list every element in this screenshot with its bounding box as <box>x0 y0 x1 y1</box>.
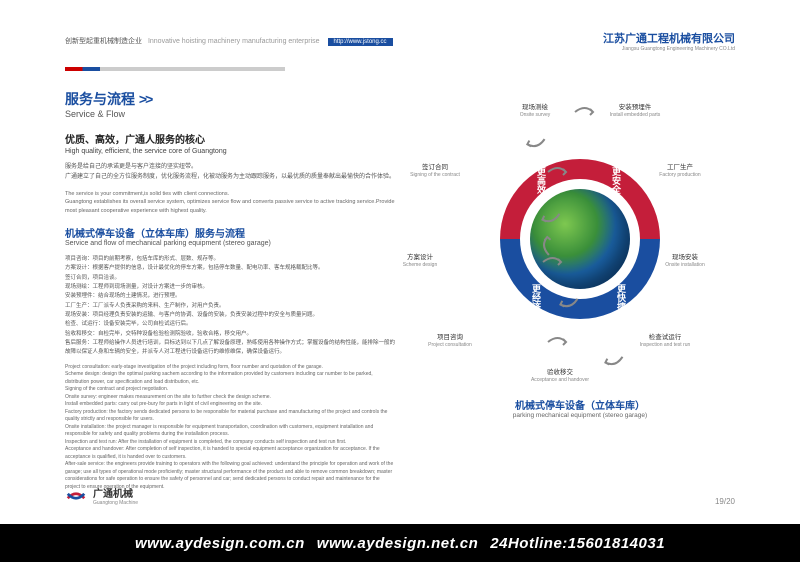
logo-icon <box>65 488 87 504</box>
subtitle-en: High quality, efficient, the service cor… <box>65 148 395 155</box>
flow-arrow-icon <box>520 127 550 157</box>
page-number: 19/20 <box>715 497 735 506</box>
diagram-node: 检查试运行Inspection and test run <box>625 334 705 349</box>
body-cn: 服务是给自己的承诺更是与客户连接的坚实纽带。 广通建立了自己的全方位服务制度，优… <box>65 163 395 182</box>
sub2-cn: 机械式停车设备（立体车库）服务与流程 <box>65 225 395 240</box>
footer-bar: www.aydesign.com.cn www.aydesign.net.cn … <box>0 524 800 562</box>
sub2-en: Service and flow of mechanical parking e… <box>65 240 395 247</box>
diagram-node: 验收移交Acceptance and handover <box>520 369 600 384</box>
flow-arrow-icon <box>573 100 597 124</box>
logo-text-en: Guangtong Machine <box>93 500 138 506</box>
diagram-title-en: parking mechanical equipment (stereo gar… <box>425 412 735 419</box>
diagram-node: 工厂生产Factory production <box>640 164 720 179</box>
logo-row: 广通机械 Guangtong Machine <box>65 485 138 506</box>
section-title-cn: 服务与流程 >> <box>65 89 395 109</box>
flow-arrow-icon <box>534 231 560 257</box>
flow-arrow-icon <box>597 344 627 374</box>
footer-hotline: 24Hotline:15601814031 <box>490 535 665 552</box>
diagram-node: 现场安装Onsite installation <box>645 254 725 269</box>
tagline-cn: 创新型起重机械制造企业 <box>65 38 142 45</box>
ring-label-br: 更快捷 <box>615 284 628 311</box>
diagram-node: 签订合同Signing of the contract <box>395 164 475 179</box>
steps-en: Project consultation: early-stage invest… <box>65 364 395 492</box>
ring-label-right: 更安全 <box>610 167 623 194</box>
subtitle-cn: 优质、高效，广通人服务的核心 <box>65 131 395 146</box>
top-bar: 创新型起重机械制造企业 Innovative hoisting machiner… <box>65 30 735 52</box>
flow-arrow-icon <box>546 160 570 184</box>
diagram-title-cn: 机械式停车设备（立体车库） <box>425 397 735 412</box>
title-arrows: >> <box>139 91 151 107</box>
footer-url1: www.aydesign.com.cn <box>135 535 305 552</box>
company-name-cn: 江苏广通工程机械有限公司 <box>603 30 735 46</box>
steps-cn: 项目咨询：项目的前期考察，包括车库的形式、层数、规存等。 方案设计：根据客户提供… <box>65 255 395 358</box>
tagline: 创新型起重机械制造企业 Innovative hoisting machiner… <box>65 36 393 46</box>
diagram-node: 现场测绘Onsite survey <box>495 104 575 119</box>
header-url: http://www.jstong.cc <box>328 38 393 46</box>
ring-label-bl: 更经济 <box>530 284 543 311</box>
right-column: 更高效 更安全 更经济 更快捷 现场测绘Onsite survey安装预埋件In… <box>425 89 735 491</box>
section-title-en: Service & Flow <box>65 109 395 119</box>
footer-url2: www.aydesign.net.cn <box>317 535 478 552</box>
logo-text-cn: 广通机械 <box>93 485 138 500</box>
ruler-decoration <box>65 67 285 71</box>
diagram-node: 方案设计Scheme design <box>380 254 460 269</box>
circular-diagram: 更高效 更安全 更经济 更快捷 现场测绘Onsite survey安装预埋件In… <box>440 109 720 389</box>
diagram-node: 安装预埋件Install embedded parts <box>595 104 675 119</box>
company-name-en: Jiangsu Guangtong Engineering Machinery … <box>603 46 735 52</box>
tagline-en: Innovative hoisting machinery manufactur… <box>148 38 320 45</box>
company-block: 江苏广通工程机械有限公司 Jiangsu Guangtong Engineeri… <box>603 30 735 52</box>
left-column: 服务与流程 >> Service & Flow 优质、高效，广通人服务的核心 H… <box>65 89 395 491</box>
diagram-node: 项目咨询Project consultation <box>410 334 490 349</box>
flow-arrow-icon <box>546 330 570 354</box>
body-en: The service is your commitment,is solid … <box>65 190 395 215</box>
